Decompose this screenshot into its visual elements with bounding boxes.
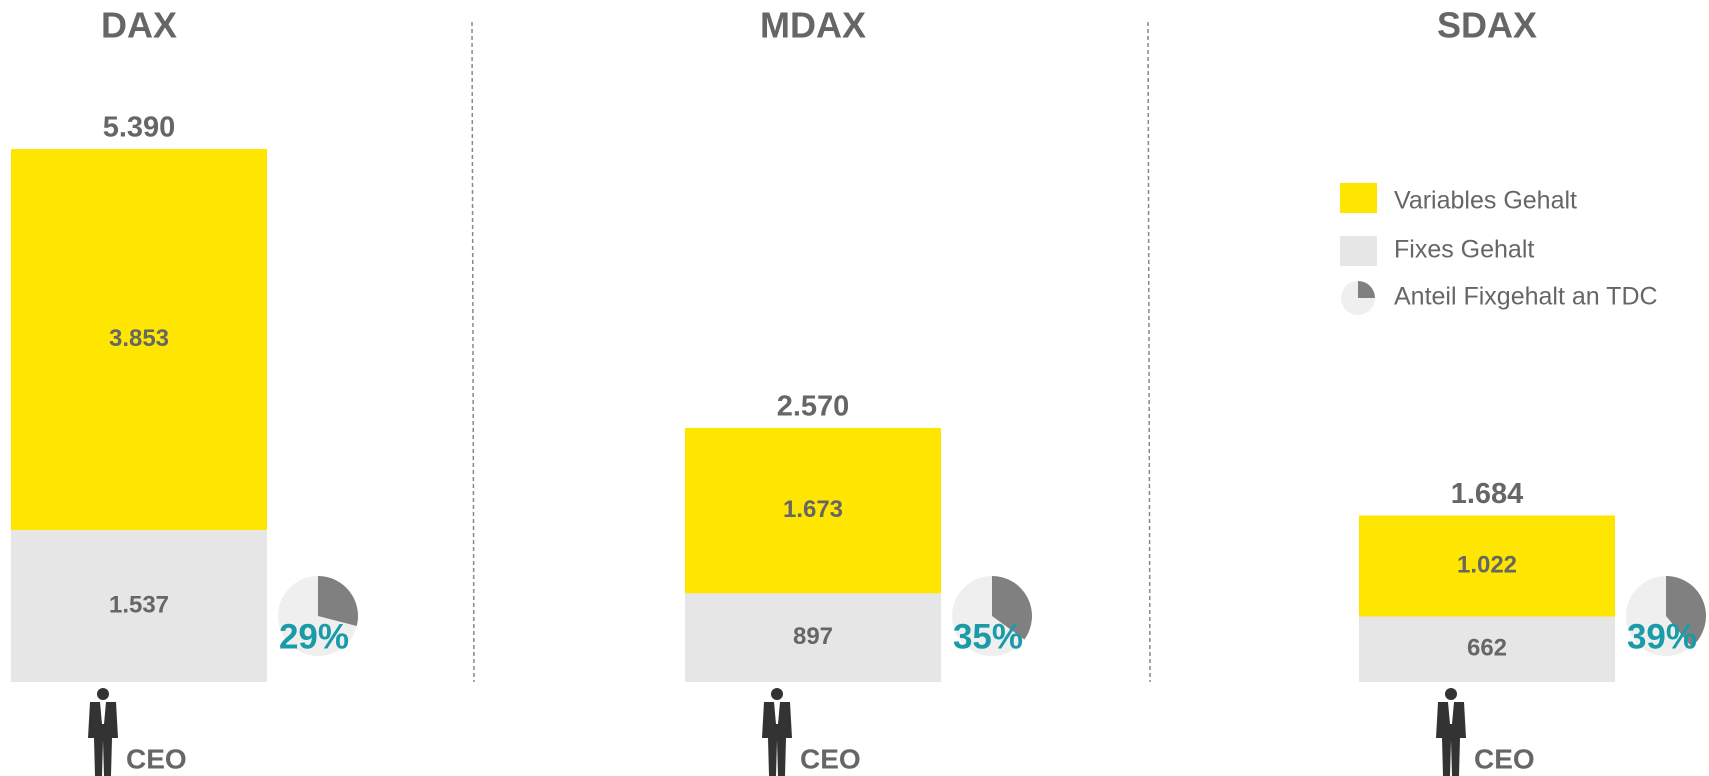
legend-swatch bbox=[1340, 236, 1377, 266]
panel-title: SDAX bbox=[1437, 5, 1537, 46]
divider bbox=[471, 21, 475, 683]
segment-label: 3.853 bbox=[109, 325, 169, 352]
share-label: 29% bbox=[279, 617, 349, 656]
share-pie bbox=[318, 576, 358, 626]
legend-label: Fixes Gehalt bbox=[1394, 236, 1534, 264]
total-label: 1.684 bbox=[1451, 478, 1524, 510]
icon-body bbox=[762, 702, 792, 776]
icon-head bbox=[97, 688, 109, 700]
total-label: 2.570 bbox=[777, 391, 850, 423]
legend-label: Variables Gehalt bbox=[1394, 187, 1577, 215]
icon-body bbox=[88, 702, 118, 776]
ceo-icon bbox=[762, 688, 792, 776]
icon-shirt bbox=[1448, 702, 1454, 724]
total-label: 5.390 bbox=[103, 112, 176, 144]
segment-label: 662 bbox=[1467, 635, 1507, 662]
share-label: 35% bbox=[953, 617, 1023, 656]
ceo-label: CEO bbox=[1474, 743, 1535, 774]
share-pie bbox=[1666, 576, 1706, 647]
bar-segment bbox=[1359, 616, 1615, 682]
bar-segment bbox=[11, 149, 267, 531]
icon-body bbox=[1436, 702, 1466, 776]
ceo-icon bbox=[88, 688, 118, 776]
share-label: 39% bbox=[1627, 617, 1697, 656]
legend-pie bbox=[1358, 281, 1375, 298]
legend-swatch bbox=[1340, 183, 1377, 213]
segment-label: 1.022 bbox=[1457, 551, 1517, 578]
segment-label: 1.673 bbox=[783, 496, 843, 523]
ceo-label: CEO bbox=[126, 743, 187, 774]
segment-label: 897 bbox=[793, 623, 833, 650]
ceo-label: CEO bbox=[800, 743, 861, 774]
bar-segment bbox=[685, 427, 941, 594]
icon-shirt bbox=[774, 702, 780, 724]
legend-label: Anteil Fixgehalt an TDC bbox=[1394, 283, 1658, 311]
segment-label: 1.537 bbox=[109, 591, 169, 618]
share-pie bbox=[992, 576, 1033, 640]
panel-title: DAX bbox=[101, 5, 177, 46]
icon-head bbox=[1445, 688, 1457, 700]
icon-head bbox=[771, 688, 783, 700]
bar-segment bbox=[1359, 515, 1615, 617]
ceo-icon bbox=[1436, 688, 1466, 776]
icon-shirt bbox=[100, 702, 106, 724]
bar-segment bbox=[685, 593, 941, 682]
panel-title: MDAX bbox=[760, 5, 866, 46]
bar-segment bbox=[11, 530, 267, 682]
divider bbox=[1147, 21, 1151, 683]
